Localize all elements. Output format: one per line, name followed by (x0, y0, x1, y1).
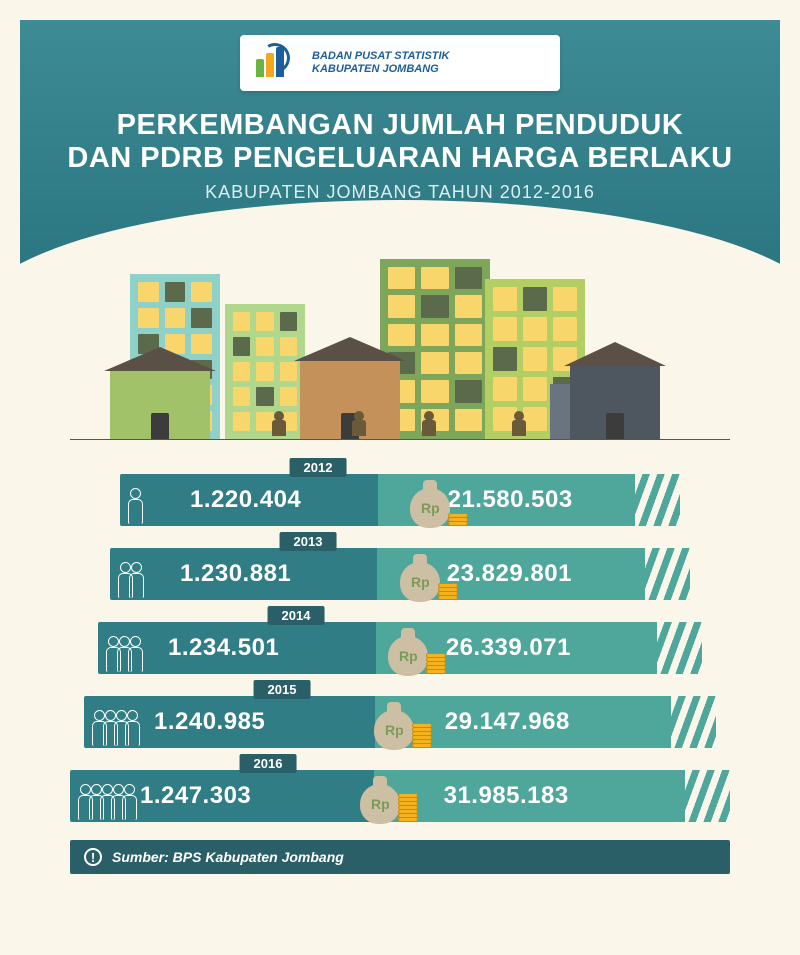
year-tab: 2014 (268, 606, 325, 625)
population-value: 1.234.501 (168, 634, 279, 662)
year-tab: 2015 (254, 680, 311, 699)
money-bag-icon: Rp (410, 474, 468, 528)
footer-source: ! Sumber: BPS Kabupaten Jombang (70, 840, 730, 874)
data-row: 2014 1.234.501 26.339.071 Rp (70, 610, 730, 674)
year-tab: 2016 (240, 754, 297, 773)
pdrb-value: 31.985.183 (444, 782, 569, 810)
people-icon (78, 772, 133, 822)
title-line1: PERKEMBANGAN JUMLAH PENDUDUK (40, 109, 760, 142)
org-line1: BADAN PUSAT STATISTIK (312, 50, 450, 63)
building-icon (225, 304, 305, 439)
pdrb-value: 23.829.801 (447, 560, 572, 588)
year-tab: 2013 (280, 532, 337, 551)
data-rows: 2012 1.220.404 21.580.503 Rp 2013 1.230.… (70, 462, 730, 822)
currency-label: Rp (388, 648, 428, 664)
people-icon (106, 624, 139, 674)
people-icon (128, 476, 139, 526)
data-row: 2013 1.230.881 23.829.801 Rp (70, 536, 730, 600)
currency-label: Rp (410, 500, 450, 516)
source-label: Sumber: BPS Kabupaten Jombang (112, 849, 344, 865)
year-tab: 2012 (290, 458, 347, 477)
title-line2: DAN PDRB PENGELUARAN HARGA BERLAKU (40, 142, 760, 175)
population-value: 1.220.404 (190, 486, 301, 514)
pdrb-value: 29.147.968 (445, 708, 570, 736)
people-icon (92, 698, 136, 748)
currency-label: Rp (360, 796, 400, 812)
money-bag-icon: Rp (374, 696, 432, 750)
data-row: 2015 1.240.985 29.147.968 Rp (70, 684, 730, 748)
person-icon (350, 411, 368, 439)
money-bag-icon: Rp (400, 548, 458, 602)
city-illustration (70, 240, 730, 440)
infographic-page: BADAN PUSAT STATISTIK KABUPATEN JOMBANG … (20, 20, 780, 874)
data-row: 2012 1.220.404 21.580.503 Rp (70, 462, 730, 526)
person-icon (510, 411, 528, 439)
pdrb-value: 26.339.071 (446, 634, 571, 662)
person-icon (270, 411, 288, 439)
money-bag-icon: Rp (360, 770, 418, 824)
house-icon (110, 369, 210, 439)
person-icon (420, 411, 438, 439)
people-icon (118, 550, 140, 600)
org-name: BADAN PUSAT STATISTIK KABUPATEN JOMBANG (312, 50, 450, 76)
population-value: 1.230.881 (180, 560, 291, 588)
currency-label: Rp (400, 574, 440, 590)
money-bag-icon: Rp (388, 622, 446, 676)
org-line2: KABUPATEN JOMBANG (312, 63, 450, 76)
info-icon: ! (84, 848, 102, 866)
currency-label: Rp (374, 722, 414, 738)
population-value: 1.240.985 (154, 708, 265, 736)
data-row: 2016 1.247.303 31.985.183 Rp (70, 758, 730, 822)
house-icon (570, 364, 660, 439)
population-value: 1.247.303 (140, 782, 251, 810)
logo-card: BADAN PUSAT STATISTIK KABUPATEN JOMBANG (240, 35, 560, 91)
title-block: PERKEMBANGAN JUMLAH PENDUDUK DAN PDRB PE… (20, 109, 780, 203)
bps-logo-icon (254, 43, 302, 83)
